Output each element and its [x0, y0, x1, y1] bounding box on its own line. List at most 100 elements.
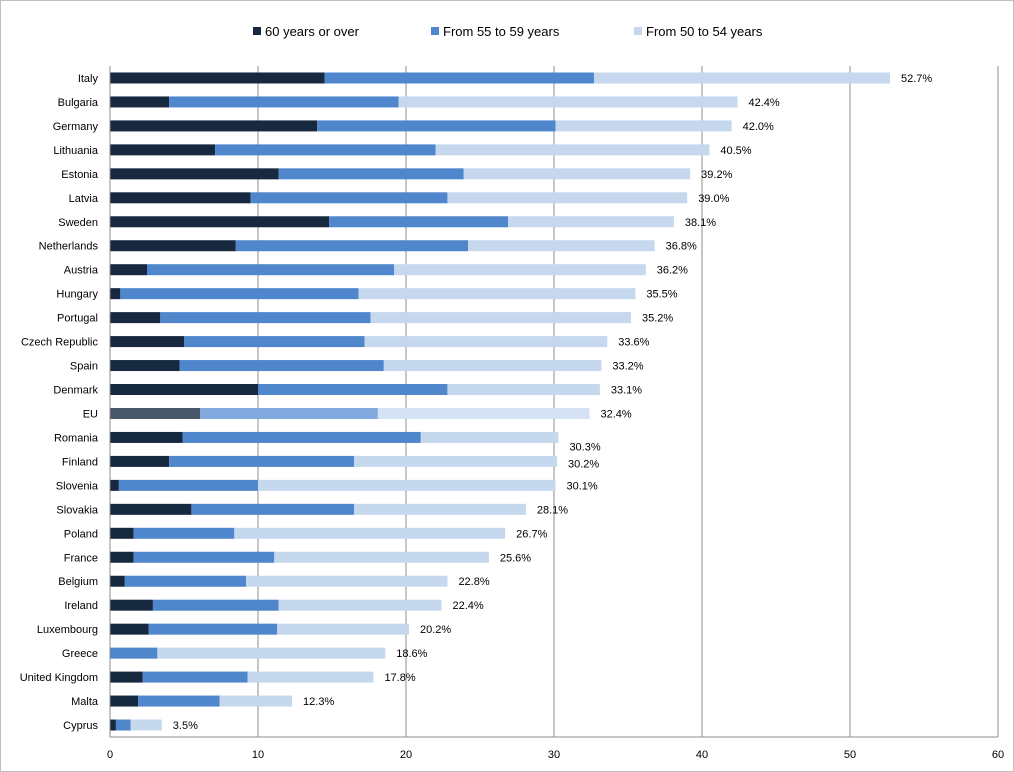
bar-segment-from-55-to-59-years: [169, 96, 399, 108]
bar-segment-60-years-or-over: [110, 360, 180, 372]
total-label: 42.0%: [743, 121, 774, 133]
total-label: 40.5%: [720, 145, 751, 157]
bar-row-eu: [110, 407, 590, 419]
bar-segment-60-years-or-over: [110, 431, 183, 443]
bar-segment-from-55-to-59-years: [160, 312, 371, 324]
bar-segment-60-years-or-over: [110, 407, 201, 419]
x-tick-label: 20: [400, 749, 412, 761]
bar-row-hungary: [110, 288, 636, 300]
total-label: 30.2%: [568, 458, 599, 470]
bar-segment-from-50-to-54-years: [463, 168, 691, 180]
total-label: 33.6%: [618, 337, 649, 349]
bar-row-portugal: [110, 312, 631, 324]
bar-segment-from-55-to-59-years: [110, 647, 158, 659]
bar-row-lithuania: [110, 144, 710, 156]
bar-segment-from-50-to-54-years: [398, 96, 738, 108]
bar-segment-from-50-to-54-years: [468, 240, 655, 252]
bar-segment-60-years-or-over: [110, 503, 192, 515]
bar-row-estonia: [110, 168, 691, 180]
bar-segment-from-55-to-59-years: [179, 360, 384, 372]
bar-segment-from-50-to-54-years: [130, 719, 162, 731]
bar-segment-from-50-to-54-years: [258, 479, 556, 491]
category-label: Luxembourg: [37, 624, 98, 636]
category-label: Denmark: [53, 385, 98, 397]
bar-segment-from-55-to-59-years: [184, 336, 365, 348]
bar-segment-60-years-or-over: [110, 479, 119, 491]
bar-segment-from-55-to-59-years: [215, 144, 436, 156]
bar-segment-60-years-or-over: [110, 216, 330, 228]
bar-segment-60-years-or-over: [110, 240, 236, 252]
category-label: Sweden: [58, 217, 98, 229]
bar-segment-from-55-to-59-years: [258, 384, 448, 396]
legend-item-from-55-to-59-years: From 55 to 59 years: [431, 24, 560, 39]
bar-segment-from-50-to-54-years: [394, 264, 646, 276]
total-label: 28.1%: [537, 504, 568, 516]
total-label: 3.5%: [173, 720, 198, 732]
bar-segment-from-55-to-59-years: [142, 671, 248, 683]
bar-row-slovenia: [110, 479, 556, 491]
data-labels: 52.7% 42.4% 42.0% 40.5% 39.2% 39.0% 38.1% 36.8%…: [173, 73, 933, 732]
bar-segment-60-years-or-over: [110, 192, 251, 204]
category-label: Latvia: [69, 193, 99, 205]
bar-segment-from-50-to-54-years: [555, 120, 732, 132]
legend: 60 years or over From 55 to 59 years From …: [253, 24, 763, 39]
legend-label: From 50 to 54 years: [646, 24, 763, 39]
x-tick-label: 50: [844, 749, 856, 761]
legend-swatch: [431, 27, 439, 35]
total-label: 22.8%: [458, 576, 489, 588]
total-label: 22.4%: [453, 600, 484, 612]
bar-segment-from-55-to-59-years: [133, 551, 275, 563]
bar-row-slovakia: [110, 503, 526, 515]
category-label: Italy: [78, 73, 99, 85]
bar-row-netherlands: [110, 240, 655, 252]
bars: [110, 72, 890, 731]
category-label: Ireland: [64, 600, 98, 612]
legend-swatch: [253, 27, 261, 35]
axes: 0 10 20 30 40 50 60 Italy Bulgaria Germany Lithuan…: [20, 66, 1004, 761]
bar-segment-from-50-to-54-years: [358, 288, 636, 300]
x-tick-label: 0: [107, 749, 113, 761]
category-label: Estonia: [61, 169, 99, 181]
category-label: Malta: [71, 696, 99, 708]
bar-segment-from-55-to-59-years: [329, 216, 509, 228]
bar-segment-from-50-to-54-years: [435, 144, 710, 156]
total-label: 36.2%: [657, 265, 688, 277]
total-label: 35.5%: [646, 289, 677, 301]
total-label: 32.4%: [601, 408, 632, 420]
bar-segment-from-50-to-54-years: [354, 503, 526, 515]
bar-segment-from-55-to-59-years: [235, 240, 469, 252]
bar-row-austria: [110, 264, 646, 276]
bar-row-united-kingdom: [110, 671, 374, 683]
total-label: 25.6%: [500, 552, 531, 564]
x-tick-label: 40: [696, 749, 708, 761]
bar-row-malta: [110, 695, 293, 707]
category-label: Poland: [64, 528, 98, 540]
category-label: United Kingdom: [20, 672, 98, 684]
bar-row-belgium: [110, 575, 448, 587]
bar-segment-60-years-or-over: [110, 96, 170, 108]
bar-segment-60-years-or-over: [110, 695, 139, 707]
bar-segment-60-years-or-over: [110, 671, 143, 683]
bar-row-romania: [110, 431, 559, 443]
category-label: Czech Republic: [21, 337, 99, 349]
bar-segment-from-55-to-59-years: [124, 575, 247, 587]
total-label: 20.2%: [420, 624, 451, 636]
bar-segment-from-50-to-54-years: [247, 671, 374, 683]
bar-row-luxembourg: [110, 623, 409, 635]
bar-row-spain: [110, 360, 602, 372]
bar-segment-from-50-to-54-years: [234, 527, 506, 539]
bar-segment-60-years-or-over: [110, 120, 318, 132]
bar-segment-60-years-or-over: [110, 144, 216, 156]
bar-segment-from-55-to-59-years: [182, 431, 421, 443]
bar-row-denmark: [110, 384, 600, 396]
category-label: Slovakia: [56, 504, 98, 516]
bar-segment-from-55-to-59-years: [152, 599, 279, 611]
total-label: 38.1%: [685, 217, 716, 229]
bar-row-france: [110, 551, 489, 563]
bar-segment-from-50-to-54-years: [246, 575, 448, 587]
bar-segment-from-50-to-54-years: [157, 647, 386, 659]
bar-segment-from-50-to-54-years: [370, 312, 631, 324]
legend-item-60-years-or-over: 60 years or over: [253, 24, 360, 39]
bar-segment-from-55-to-59-years: [191, 503, 355, 515]
